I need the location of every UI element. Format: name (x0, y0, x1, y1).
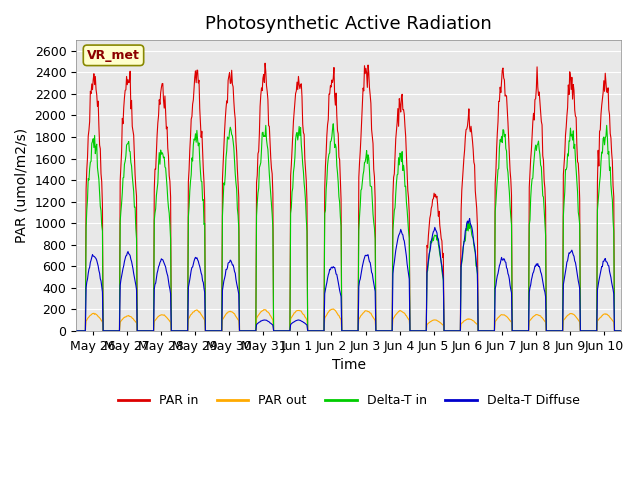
Delta-T Diffuse (236, 328, 244, 334)
X-axis label: Time: Time (332, 359, 365, 372)
Delta-T Diffuse (136, 328, 144, 334)
PAR in (436, 222, 444, 228)
PAR in (285, 328, 292, 334)
PAR in (617, 328, 625, 334)
Delta-T Diffuse (72, 328, 80, 334)
Delta-T in (284, 328, 292, 334)
Delta-T in (136, 328, 144, 334)
Title: Photosynthetic Active Radiation: Photosynthetic Active Radiation (205, 15, 492, 33)
Legend: PAR in, PAR out, Delta-T in, Delta-T Diffuse: PAR in, PAR out, Delta-T in, Delta-T Dif… (113, 389, 584, 412)
Delta-T in (436, 251, 444, 257)
PAR out (236, 328, 244, 334)
Delta-T Diffuse (263, 318, 271, 324)
Line: PAR in: PAR in (76, 63, 621, 331)
Delta-T Diffuse (404, 272, 412, 277)
PAR in (72, 328, 80, 334)
Delta-T Diffuse (284, 328, 292, 334)
Delta-T in (330, 121, 337, 127)
PAR in (261, 60, 269, 66)
PAR out (405, 317, 413, 323)
PAR in (236, 328, 244, 334)
Line: Delta-T Diffuse: Delta-T Diffuse (76, 218, 621, 331)
Line: Delta-T in: Delta-T in (76, 124, 621, 331)
Delta-T in (72, 328, 80, 334)
Text: VR_met: VR_met (87, 49, 140, 62)
PAR out (72, 328, 80, 334)
PAR out (284, 328, 292, 334)
Line: PAR out: PAR out (76, 309, 621, 331)
Delta-T in (405, 235, 413, 241)
PAR out (263, 309, 271, 314)
PAR out (436, 319, 444, 325)
PAR out (330, 306, 337, 312)
Y-axis label: PAR (umol/m2/s): PAR (umol/m2/s) (15, 128, 29, 243)
Delta-T in (617, 328, 625, 334)
PAR in (264, 97, 272, 103)
Delta-T Diffuse (617, 328, 625, 334)
PAR in (136, 328, 144, 334)
Delta-T Diffuse (466, 216, 474, 221)
PAR out (136, 328, 144, 334)
Delta-T in (263, 143, 271, 148)
Delta-T Diffuse (435, 242, 443, 248)
Delta-T in (236, 328, 244, 334)
PAR in (405, 210, 413, 216)
PAR out (617, 328, 625, 334)
